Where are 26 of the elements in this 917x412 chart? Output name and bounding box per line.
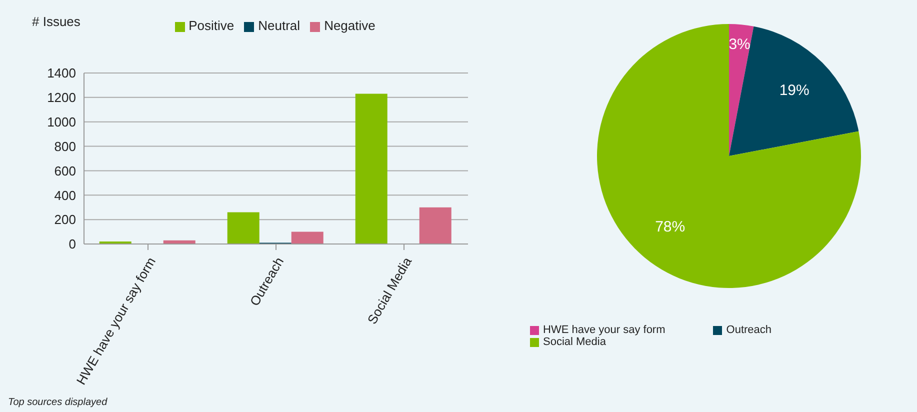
- y-tick-label: 400: [54, 188, 76, 203]
- pie-slice: [729, 26, 859, 156]
- y-tick-label: 1200: [47, 90, 76, 106]
- y-tick-label: 1400: [47, 66, 76, 81]
- text: Top sources displayed: [8, 397, 108, 408]
- data-label: 3%: [728, 36, 750, 53]
- legend-label: Negative: [324, 18, 376, 33]
- bar: [419, 207, 452, 244]
- y-tick-label: 0: [68, 236, 76, 252]
- bar: [355, 94, 388, 244]
- legend-label: Neutral: [258, 18, 300, 33]
- legend-label: Positive: [188, 18, 234, 33]
- legend-label: Social Media: [543, 336, 606, 348]
- y-tick-label: 1000: [47, 114, 76, 130]
- data-label: 78%: [655, 218, 686, 236]
- pie-slice: [597, 24, 861, 288]
- pie-slice: [729, 24, 754, 156]
- y-tick-label: 800: [54, 138, 76, 154]
- y-tick-label: 600: [54, 163, 76, 178]
- bar: [227, 212, 260, 244]
- legend-label: Outreach: [726, 324, 772, 336]
- data-label: 19%: [779, 82, 810, 100]
- y-tick-label: 200: [54, 212, 76, 228]
- legend-label: HWE have your say form: [543, 324, 666, 336]
- y-axis-title: # Issues: [32, 14, 80, 29]
- bar: [291, 232, 324, 244]
